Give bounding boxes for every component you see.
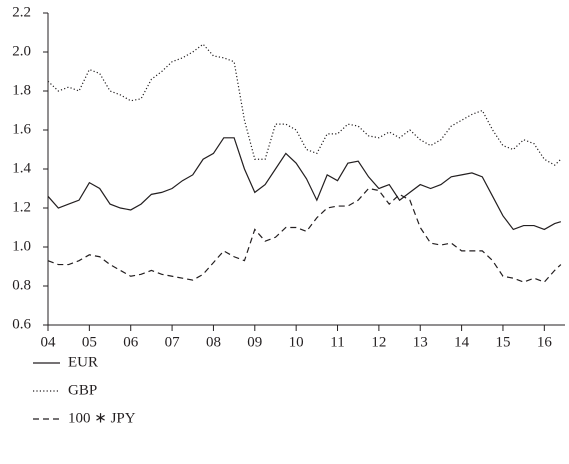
- y-tick-label: 1.6: [12, 121, 31, 137]
- x-tick-label: 06: [123, 334, 139, 350]
- y-tick-label: 1.8: [12, 82, 31, 98]
- x-tick-label: 13: [413, 334, 428, 350]
- legend-label: 100 ∗ JPY: [68, 410, 136, 426]
- x-tick-label: 07: [165, 334, 181, 350]
- y-tick-label: 0.6: [12, 316, 31, 332]
- x-tick-label: 16: [537, 334, 553, 350]
- y-tick-label: 2.0: [12, 43, 31, 59]
- y-tick-label: 1.4: [12, 160, 31, 176]
- x-tick-label: 12: [371, 334, 386, 350]
- series-line: [47, 137, 562, 231]
- x-tick-label: 09: [247, 334, 262, 350]
- legend-label: GBP: [68, 382, 97, 398]
- x-tick-label: 04: [41, 334, 57, 350]
- legend-label: EUR: [68, 354, 98, 370]
- x-tick-label: 14: [454, 334, 470, 350]
- series-line: [47, 187, 562, 283]
- x-tick-label: 08: [206, 334, 221, 350]
- x-tick-label: 15: [495, 334, 510, 350]
- x-tick-label: 10: [289, 334, 304, 350]
- y-tick-label: 1.2: [12, 199, 31, 215]
- y-tick-label: 0.8: [12, 277, 31, 293]
- y-tick-label: 1.0: [12, 238, 31, 254]
- x-tick-label: 11: [330, 334, 344, 350]
- y-tick-label: 2.2: [12, 4, 31, 20]
- series-line: [47, 43, 562, 166]
- x-tick-label: 05: [82, 334, 97, 350]
